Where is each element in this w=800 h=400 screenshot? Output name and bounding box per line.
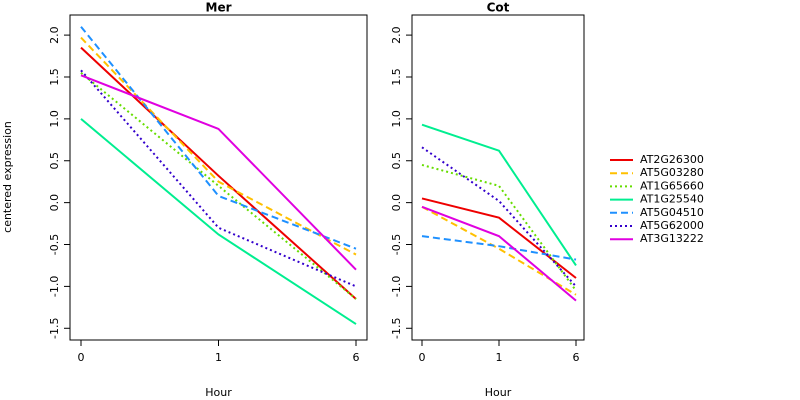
panel-title: Mer	[206, 1, 232, 15]
y-tick-label: 2.0	[48, 26, 61, 44]
series-line	[80, 46, 357, 300]
series-line	[421, 205, 577, 302]
series-line	[80, 74, 357, 271]
y-tick-label: -0.5	[48, 234, 61, 255]
plot-box	[411, 14, 585, 341]
legend-label: AT1G65660	[640, 179, 704, 192]
y-tick-label: 1.0	[48, 110, 61, 128]
series-line	[80, 69, 357, 288]
panel-title: Cot	[487, 1, 510, 15]
y-tick-label: -1.5	[390, 318, 403, 339]
x-axis-label: Hour	[205, 386, 232, 399]
y-tick-label: 2.0	[390, 26, 403, 44]
y-tick-label: -1.0	[390, 276, 403, 297]
legend-label: AT3G13222	[640, 232, 704, 245]
legend-label: AT5G62000	[640, 219, 704, 232]
series-line	[421, 235, 577, 261]
x-tick-label: 6	[353, 351, 360, 364]
series-line	[421, 146, 577, 288]
legend-label: AT2G26300	[640, 153, 704, 166]
y-tick-label: -1.0	[48, 276, 61, 297]
series-line	[80, 72, 357, 300]
series-line	[80, 36, 357, 256]
y-tick-label: -1.5	[48, 318, 61, 339]
x-tick-label: 0	[78, 351, 85, 364]
y-tick-label: 0.0	[48, 194, 61, 212]
y-tick-label: 1.5	[390, 68, 403, 86]
y-axis-label: centered expression	[1, 121, 14, 233]
series-line	[80, 118, 357, 325]
y-tick-label: 1.0	[390, 110, 403, 128]
x-tick-label: 1	[496, 351, 503, 364]
x-tick-label: 6	[573, 351, 580, 364]
series-line	[421, 123, 577, 267]
y-tick-label: -0.5	[390, 234, 403, 255]
x-axis-label: Hour	[485, 386, 512, 399]
series-line	[421, 163, 577, 292]
y-tick-label: 0.5	[390, 152, 403, 170]
series-line	[80, 26, 357, 250]
y-tick-label: 1.5	[48, 68, 61, 86]
legend-label: AT1G25540	[640, 193, 704, 206]
plot-box	[69, 14, 368, 341]
y-tick-label: 0.0	[390, 194, 403, 212]
legend-label: AT5G03280	[640, 166, 704, 179]
legend-label: AT5G04510	[640, 206, 704, 219]
x-tick-label: 1	[215, 351, 222, 364]
x-tick-label: 0	[419, 351, 426, 364]
y-tick-label: 0.5	[48, 152, 61, 170]
